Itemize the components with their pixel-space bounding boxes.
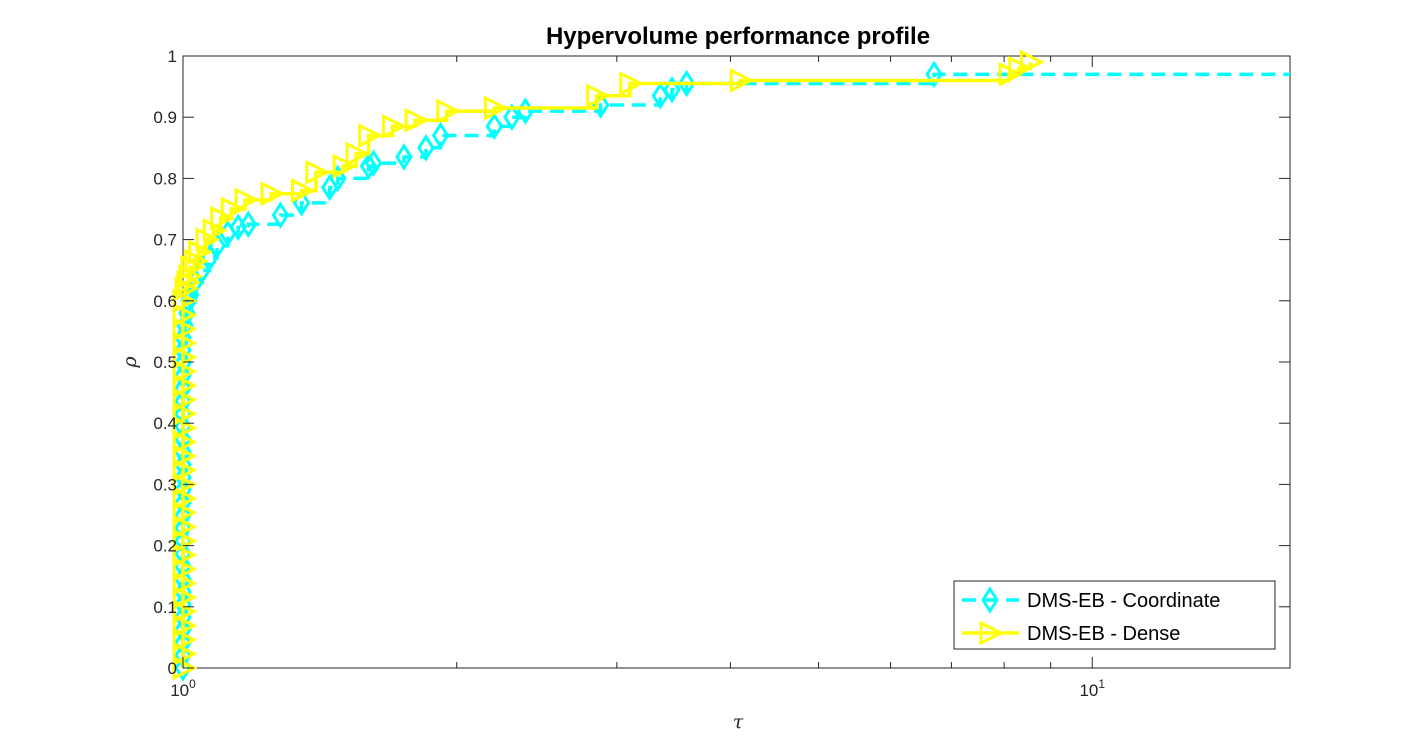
y-tick-label: 0.3 (153, 475, 177, 494)
series-marker (172, 613, 198, 639)
y-tick-label: 0.1 (153, 598, 177, 617)
series-marker (172, 358, 198, 384)
legend-label-dense: DMS-EB - Dense (1027, 623, 1180, 645)
series-marker (172, 401, 198, 427)
y-tick-label: 0.6 (153, 292, 177, 311)
series-marker (172, 584, 198, 610)
series-marker (619, 71, 645, 96)
series-marker (172, 330, 198, 356)
series-marker (364, 149, 383, 177)
y-tick-label: 0.7 (153, 231, 177, 250)
series-marker (485, 112, 504, 141)
series-marker (677, 69, 696, 98)
y-tick-label: 1 (168, 47, 177, 66)
series-marker (729, 68, 755, 93)
series-marker (332, 153, 358, 179)
series-marker (291, 178, 316, 204)
legend: DMS-EB - Coordinate DMS-EB - Dense (953, 580, 1276, 650)
y-tick-label: 0.8 (153, 169, 177, 188)
series-marker (1008, 55, 1034, 81)
series-marker (395, 143, 413, 171)
series-marker (305, 159, 331, 185)
series-dense (172, 49, 1045, 681)
series-marker (172, 641, 198, 667)
series-marker (663, 75, 681, 104)
x-axis-label: τ (733, 711, 744, 733)
series-marker (195, 227, 221, 253)
series-marker (358, 123, 383, 148)
y-tick-label: 0.5 (153, 353, 177, 372)
series-layer (172, 49, 1290, 682)
legend-box (953, 580, 1276, 650)
axes-box (182, 55, 1291, 669)
series-marker (359, 152, 378, 180)
legend-label-coordinate: DMS-EB - Coordinate (1027, 590, 1220, 612)
legend-swatch-dense (962, 620, 1019, 646)
series-marker (234, 187, 260, 213)
series-marker (172, 514, 198, 540)
y-axis-label: ρ (119, 356, 141, 369)
y-tick-label: 0.9 (153, 108, 177, 127)
series-marker (172, 316, 198, 342)
series-marker (220, 196, 246, 222)
series-marker (172, 373, 198, 398)
y-tick-label: 0 (168, 659, 177, 678)
series-marker (431, 121, 450, 150)
y-tick-label: 0.2 (153, 537, 177, 556)
series-marker (172, 486, 198, 511)
series-marker (172, 556, 198, 582)
series-marker (184, 248, 210, 274)
x-tick-label: 100 (170, 677, 196, 700)
legend-marker (979, 620, 1005, 646)
x-tick-label: 101 (1079, 677, 1105, 700)
series-marker (172, 443, 198, 469)
series-marker (176, 270, 202, 295)
series-marker (172, 457, 198, 483)
series-marker (239, 210, 258, 239)
legend-marker (981, 586, 999, 614)
plot-area: 0 0.1 0.2 0.3 0.4 0.5 0.6 0.7 0.8 0.9 1 100 101 (153, 47, 1291, 700)
series-marker (382, 113, 407, 139)
series-marker (271, 201, 290, 229)
series-marker (172, 655, 198, 681)
series-marker (404, 107, 430, 133)
series-marker (260, 181, 286, 207)
series-marker (172, 570, 198, 596)
series-marker (172, 627, 198, 653)
series-marker (586, 83, 611, 109)
series-marker (172, 387, 198, 413)
series-marker (172, 542, 198, 568)
y-tick-label: 0.4 (153, 414, 177, 433)
series-marker (178, 263, 204, 289)
series-marker (172, 500, 198, 526)
series-marker (1019, 49, 1045, 75)
series-marker (345, 141, 371, 167)
chart-title: Hypervolume performance profile (546, 23, 930, 50)
tick-layer: 0 0.1 0.2 0.3 0.4 0.5 0.6 0.7 0.8 0.9 1 100 101 (153, 47, 1290, 700)
series-marker (417, 134, 435, 162)
series-marker (483, 95, 509, 121)
series-marker (172, 302, 198, 328)
series-marker (172, 471, 198, 497)
series-marker (436, 98, 462, 124)
legend-swatch-coordinate (962, 586, 1019, 614)
series-marker (503, 103, 521, 131)
series-marker (172, 429, 198, 455)
series-marker (925, 60, 943, 89)
